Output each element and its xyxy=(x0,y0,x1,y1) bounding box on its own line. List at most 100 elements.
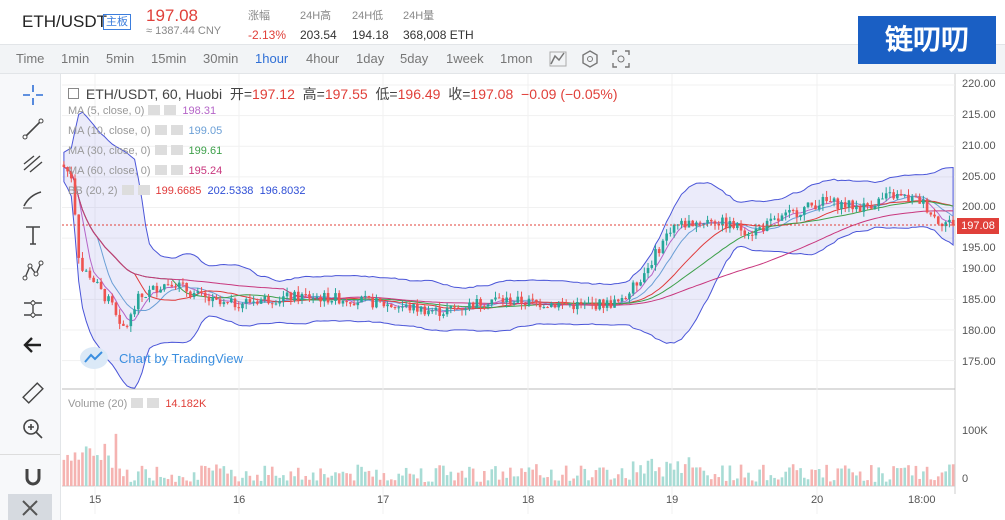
volume-bar xyxy=(706,475,709,486)
candle xyxy=(776,218,780,221)
brush-icon[interactable] xyxy=(20,186,46,212)
volume-bar xyxy=(263,465,267,486)
stat-volume: 24H量 368,008 ETH xyxy=(403,10,474,42)
tf-15min[interactable]: 15min xyxy=(151,51,187,66)
candle xyxy=(434,307,438,311)
candle xyxy=(721,217,724,226)
volume-bar xyxy=(274,475,278,486)
volume-bar xyxy=(144,469,148,486)
volume-bar xyxy=(542,477,546,486)
volume-bar xyxy=(523,471,527,486)
volume-bar xyxy=(401,475,404,486)
volume-bar xyxy=(88,448,92,486)
candle xyxy=(892,192,895,199)
volume-bar xyxy=(166,479,170,486)
candle xyxy=(855,206,858,210)
volume-bar xyxy=(211,470,214,486)
zoom-in-icon[interactable] xyxy=(20,416,46,442)
volume-bar xyxy=(806,479,810,486)
tf-1hour[interactable]: 1hour xyxy=(255,51,289,66)
volume-bar xyxy=(241,477,244,486)
volume-bar xyxy=(709,479,713,486)
tradingview-logo-icon[interactable] xyxy=(79,346,109,370)
candle xyxy=(62,164,66,168)
volume-bar xyxy=(680,472,683,486)
tradingview-link[interactable]: Chart by TradingView xyxy=(119,351,244,366)
candle xyxy=(639,282,642,286)
candle xyxy=(538,301,542,308)
candle xyxy=(747,234,750,236)
tf-1week[interactable]: 1week xyxy=(446,51,484,66)
volume-bar xyxy=(810,469,814,486)
candle-type-icon[interactable] xyxy=(548,49,568,69)
volume-bar xyxy=(427,481,430,486)
tf-30min[interactable]: 30min xyxy=(203,51,239,66)
tf-5min[interactable]: 5min xyxy=(106,51,135,66)
volume-bar xyxy=(717,477,721,486)
price-tick: 205.00 xyxy=(962,171,996,183)
text-icon[interactable] xyxy=(20,222,46,248)
volume-bar xyxy=(821,477,825,486)
candle xyxy=(635,282,639,286)
tf-4hour[interactable]: 4hour xyxy=(306,51,340,66)
ruler-icon[interactable] xyxy=(20,380,46,406)
tf-1mon[interactable]: 1mon xyxy=(500,51,533,66)
indicator-ma30[interactable]: MA (30, close, 0) 199.61 xyxy=(68,145,223,157)
candle xyxy=(598,299,601,310)
volume-bar xyxy=(151,480,155,486)
price-chart[interactable] xyxy=(62,74,1005,520)
volume-bar xyxy=(825,464,828,486)
volume-bar xyxy=(300,479,304,486)
candle xyxy=(531,298,534,300)
candle xyxy=(304,294,308,296)
volume-bar xyxy=(289,471,293,486)
candle xyxy=(207,296,211,302)
collapse-legend-icon[interactable] xyxy=(68,88,79,99)
pattern-icon[interactable] xyxy=(20,258,46,284)
indicator-bb[interactable]: BB (20, 2) 199.6685 202.5338 196.8032 xyxy=(68,185,306,197)
candle xyxy=(903,194,907,196)
tf-5day[interactable]: 5day xyxy=(400,51,429,66)
indicator-ma60[interactable]: MA (60, close, 0) 195.24 xyxy=(68,165,223,177)
indicator-icon[interactable] xyxy=(580,49,600,69)
measure-icon[interactable] xyxy=(20,296,46,322)
volume-bar xyxy=(535,464,538,486)
indicator-ma5[interactable]: MA (5, close, 0) 198.31 xyxy=(68,105,217,117)
candle xyxy=(96,281,99,283)
candle xyxy=(765,220,769,232)
candle xyxy=(810,202,814,206)
volume-bar xyxy=(103,443,107,486)
candle xyxy=(646,267,650,274)
volume-bar xyxy=(739,464,743,486)
candle xyxy=(724,217,728,229)
volume-bar xyxy=(531,469,534,486)
trendline-icon[interactable] xyxy=(20,116,46,142)
volume-bar xyxy=(877,467,881,486)
magnet-icon[interactable] xyxy=(20,464,46,490)
tf-time[interactable]: Time xyxy=(16,51,45,66)
candle xyxy=(460,308,464,310)
candle xyxy=(259,299,263,304)
candle xyxy=(620,298,624,302)
candle xyxy=(553,303,557,308)
collapse-button[interactable] xyxy=(8,494,52,520)
indicator-volume[interactable]: Volume (20) 14.182K xyxy=(68,398,207,410)
screenshot-icon[interactable] xyxy=(611,49,631,69)
fib-icon[interactable] xyxy=(20,150,46,176)
volume-bar xyxy=(605,469,609,486)
volume-bar xyxy=(829,481,832,486)
volume-bar xyxy=(192,472,196,486)
volume-bar xyxy=(643,473,646,486)
candle xyxy=(936,216,940,224)
indicator-ma10[interactable]: MA (10, close, 0) 199.05 xyxy=(68,125,223,137)
crosshair-icon[interactable] xyxy=(20,82,46,108)
tf-1min[interactable]: 1min xyxy=(61,51,90,66)
candle xyxy=(315,296,319,299)
volume-bar xyxy=(148,477,151,486)
volume-bar xyxy=(899,468,903,486)
volume-bar xyxy=(866,480,869,486)
candle xyxy=(274,303,278,305)
tf-1day[interactable]: 1day xyxy=(356,51,385,66)
volume-bar xyxy=(308,479,311,486)
back-arrow-icon[interactable] xyxy=(20,332,46,358)
